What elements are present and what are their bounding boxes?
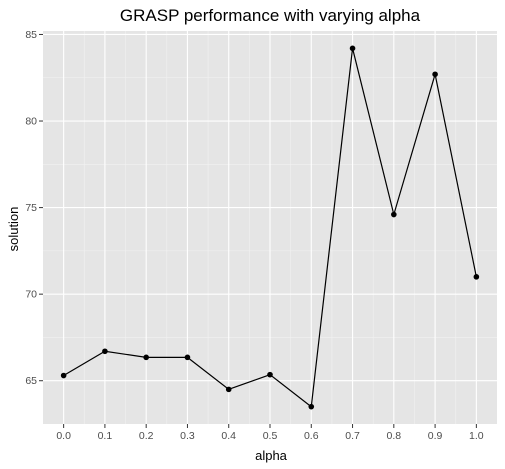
data-point [308,403,315,410]
y-tick-label: 85 [25,29,37,41]
x-tick-label: 0.2 [139,430,154,442]
x-tick-label: 1.0 [469,430,484,442]
x-axis: 0.0 0.1 0.2 0.3 0.4 0.5 0.6 0.7 0.8 0.9 1.0 [56,424,484,442]
data-point [60,372,67,379]
x-axis-label: alpha [255,448,288,463]
series-solution [60,45,480,410]
y-axis-label: solution [6,207,21,252]
data-point [184,354,191,361]
x-tick-label: 0.7 [345,430,360,442]
y-tick-label: 65 [25,375,37,387]
x-tick-label: 0.8 [387,430,402,442]
data-point [225,386,232,393]
data-point [432,71,438,78]
y-tick-label: 80 [25,116,37,128]
y-tick-label: 75 [25,202,37,214]
data-point [143,354,149,361]
major-gridlines [43,31,497,424]
data-point [102,348,108,355]
x-tick-label: 0.6 [304,430,319,442]
data-point [349,45,356,52]
x-tick-label: 0.9 [428,430,443,442]
chart-title: GRASP performance with varying alpha [120,6,421,25]
x-tick-label: 0.4 [221,430,236,442]
y-axis: 65 70 75 80 85 [25,29,43,387]
data-point [473,274,480,280]
x-tick-label: 0.0 [56,430,71,442]
y-tick-label: 70 [25,289,37,301]
data-point [391,211,397,218]
x-tick-label: 0.5 [263,430,278,442]
data-point [267,371,273,378]
x-tick-label: 0.3 [180,430,195,442]
x-tick-label: 0.1 [98,430,113,442]
